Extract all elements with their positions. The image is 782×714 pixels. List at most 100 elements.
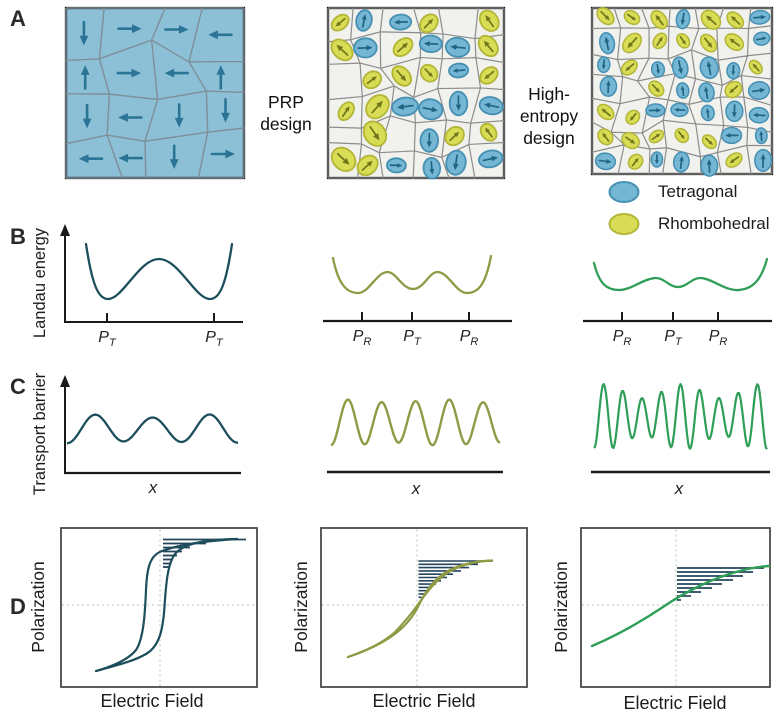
polarization-arrow-icon [164,68,189,78]
tetragonal-grain [700,154,719,177]
b2-ticks [361,312,470,321]
polarization-arrow-icon [651,133,661,141]
rhombohedral-grain [724,80,743,99]
polarization-arrow-icon [361,160,373,171]
tetragonal-grain [676,82,690,99]
c3-x-axis-label: x [674,479,684,498]
polarization-arrow-icon [631,157,639,167]
tetragonal-grain [650,61,666,78]
high-entropy-microstructure-fine [590,6,774,177]
polarization-arrow-icon [216,65,226,90]
c1-x-axis-label: x [148,478,158,497]
polarization-arrow-icon [606,80,611,94]
b-y-axis-label: Landau energy [31,227,49,339]
polarization-arrow-icon [680,85,685,97]
polarization-arrow-icon [169,144,179,169]
tetragonal-grain [422,157,442,180]
tetragonal-grain [353,37,378,59]
rhombohedral-grain [674,127,690,144]
rhombohedral-grain [620,59,638,76]
c2-transport-barrier-wave [330,398,501,447]
polarization-arrow-icon [335,17,346,27]
polarization-arrow-icon [423,41,439,47]
polarization-arrow-icon [751,87,766,93]
b3-tick-pr-left: PR [612,328,632,349]
polarization-arrow-icon [336,44,349,56]
tetragonal-grain [448,90,469,117]
rhombohedral-grain [596,7,615,26]
rhombohedral-grain [330,38,354,62]
polarization-arrow-icon [117,24,142,34]
polarization-arrow-icon [449,131,460,142]
polarization-arrow-icon [396,69,407,82]
polarization-arrow-icon [759,130,764,142]
polarization-arrow-icon [118,153,143,163]
polarization-arrow-icon [704,137,713,146]
polarization-arrow-icon [680,12,686,26]
b2-tick-pt-center: PT [403,328,421,349]
high-entropy-design-caption: High- entropy design [519,84,579,148]
tetragonal-grain [645,103,666,118]
polarization-arrow-icon [626,13,637,21]
tetragonal-grain [672,151,690,173]
polarization-arrow-icon [210,149,236,159]
rhombohedral-grain [648,129,665,144]
polarization-arrow-icon [455,95,462,111]
tetragonal-grain [725,100,744,123]
d2-slim-loop-descending-branch [346,559,494,659]
polarization-arrow-icon [731,104,737,118]
polarization-arrow-icon [629,112,637,121]
d3-y-axis-label: Polarization [551,561,571,653]
d3-linear-polarization-curve [590,564,771,648]
b1-double-well-curve [84,242,234,301]
polarization-arrow-icon [655,153,659,165]
polarization-arrow-icon [729,156,740,164]
d2-x-axis-label: Electric Field [372,691,476,711]
rhombohedral-grain [392,37,414,58]
c1-y-axis-arrow-icon [60,375,70,387]
polarization-arrow-icon [677,60,683,75]
tetragonal-grain [478,96,504,116]
legend-label-rhombohedral: Rhombohedral [658,214,770,233]
polarization-arrow-icon [601,59,606,70]
tetragonal-grain [748,106,770,124]
polarization-arrow-icon [752,14,766,20]
polarization-arrow-icon [677,130,685,140]
polarization-arrow-icon [393,19,409,25]
rhombohedral-grain [330,146,357,172]
rhombohedral-grain [337,101,355,122]
d1-y-axis-label: Polarization [28,561,48,653]
b1-tick-pt-right: PT [205,329,223,350]
tetragonal-grain [391,96,419,117]
d3-crosshair [582,529,768,686]
rhombohedral-grain [676,32,691,49]
tetragonal-grain [754,127,768,145]
polarization-arrow-icon [602,132,610,142]
tetragonal-grain [386,157,407,174]
polarization-arrow-icon [725,133,739,138]
polarization-arrow-icon [598,159,612,164]
polarization-arrow-icon [174,103,184,128]
prp-microstructure [64,6,246,180]
polarization-arrow-icon [729,85,739,94]
polarization-arrow-icon [78,154,104,164]
tetragonal-grain [448,62,470,79]
polarization-arrow-icon [651,83,660,93]
rhombohedral-grain [419,63,439,83]
tetragonal-grain [418,34,443,54]
legend-label-tetragonal: Tetragonal [658,182,738,201]
tetragonal-grain [749,9,771,25]
b3-shallow-triple-well-curve [592,257,769,292]
polarization-arrow-icon [485,15,495,28]
polarization-arrow-icon [704,86,709,99]
rhombohedral-grain [365,94,390,120]
polarization-arrow-icon [80,65,90,90]
rhombohedral-grain [627,153,644,170]
c3-transport-barrier-wave [593,382,768,450]
polarization-arrow-icon [341,106,350,118]
d3-stored-energy-hatch [677,567,764,601]
rhombohedral-grain [479,122,498,142]
c1-transport-barrier-wave [66,413,239,445]
